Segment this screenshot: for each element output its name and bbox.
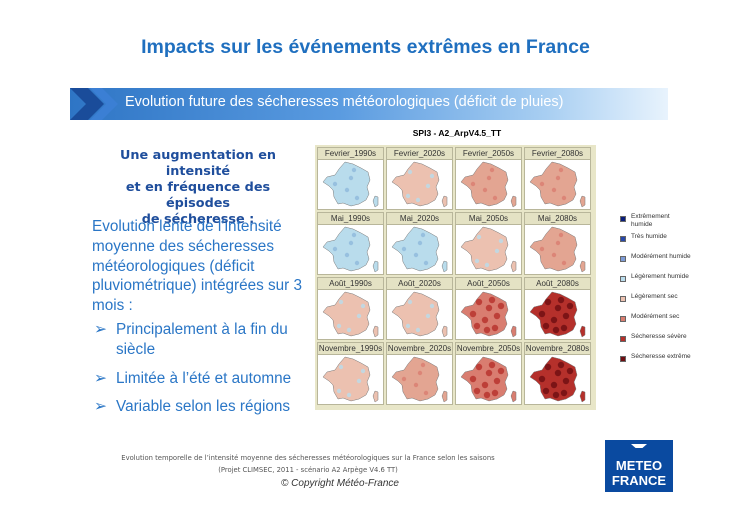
map-cell-label: Août_2050s <box>456 278 521 290</box>
france-map <box>529 226 586 273</box>
subtitle-line: et en fréquence des épisodes <box>125 180 271 211</box>
page-title: Impacts sur les événements extrêmes en F… <box>141 36 590 58</box>
legend-label: Modérément humide <box>631 253 691 260</box>
france-map <box>460 356 517 403</box>
map-cell: Fevrier_2020s <box>386 147 453 210</box>
meteo-france-logo: METEO FRANCE <box>605 440 673 492</box>
legend-label: Très humide <box>631 233 667 240</box>
banner-text: Evolution future des sécheresses météoro… <box>125 94 564 110</box>
legend-label: Sécheresse sévère <box>631 333 687 340</box>
map-cell: Fevrier_2050s <box>455 147 522 210</box>
map-cell: Fevrier_2080s <box>524 147 591 210</box>
france-map <box>391 356 448 403</box>
map-cell: Août_2080s <box>524 277 591 340</box>
subtitle-line: Une augmentation en intensité <box>119 148 277 179</box>
map-cell: Novembre_2080s <box>524 342 591 405</box>
map-cell-label: Fevrier_1990s <box>318 148 383 160</box>
france-map <box>391 291 448 338</box>
map-cell-label: Fevrier_2020s <box>387 148 452 160</box>
map-grid: Fevrier_1990s Fevrier_2020s Fevrier_2050s F… <box>315 145 596 410</box>
bullet-text: Limitée à l’été et automne <box>116 369 292 387</box>
map-cell: Août_2050s <box>455 277 522 340</box>
france-map <box>322 356 379 403</box>
map-cell-label: Août_1990s <box>318 278 383 290</box>
france-map <box>460 161 517 208</box>
bullet-item: ➢ Limitée à l’été et automne <box>92 369 317 389</box>
map-cell-label: Fevrier_2050s <box>456 148 521 160</box>
france-map <box>391 226 448 273</box>
map-cell-label: Mai_2080s <box>525 213 590 225</box>
figure-source: (Projet CLIMSEC, 2011 - scénario A2 Arpè… <box>218 466 398 474</box>
map-cell-label: Novembre_2050s <box>456 343 521 355</box>
legend-swatch <box>620 256 626 262</box>
legend-swatch <box>620 236 626 242</box>
france-map <box>529 291 586 338</box>
chevron-right-icon: ➢ <box>94 369 107 387</box>
bullet-text: Principalement à la fin du <box>116 321 288 338</box>
map-cell: Août_1990s <box>317 277 384 340</box>
lead-line: mois : <box>92 297 133 315</box>
france-map <box>322 161 379 208</box>
france-map <box>322 226 379 273</box>
subtitle-line: de sécheresse : <box>141 212 255 227</box>
section-banner <box>70 88 668 120</box>
bullet-text: siècle <box>116 340 156 358</box>
subtitle: Une augmentation en intensité et en fréq… <box>92 148 304 228</box>
map-cell-label: Août_2080s <box>525 278 590 290</box>
logo-line2: FRANCE <box>612 473 666 488</box>
figure-caption: Evolution temporelle de l’intensité moye… <box>121 454 495 462</box>
map-cell-label: Novembre_1990s <box>318 343 383 355</box>
map-cell-label: Août_2020s <box>387 278 452 290</box>
map-cell: Fevrier_1990s <box>317 147 384 210</box>
map-cell-label: Mai_2020s <box>387 213 452 225</box>
map-cell: Mai_1990s <box>317 212 384 275</box>
legend-swatch <box>620 336 626 342</box>
chevron-right-icon: ➢ <box>94 398 107 416</box>
map-cell-label: Novembre_2020s <box>387 343 452 355</box>
logo-line1: METEO <box>616 458 662 473</box>
bullet-list: ➢ Principalement à la fin du siècle ➢ Li… <box>92 320 317 426</box>
figure-title: SPI3 - A2_ArpV4.5_TT <box>412 128 502 138</box>
france-map <box>529 356 586 403</box>
bullet-item: ➢ Principalement à la fin du siècle <box>92 320 317 360</box>
map-cell-label: Fevrier_2080s <box>525 148 590 160</box>
france-map <box>460 291 517 338</box>
lead-line: pluviométrique) intégrées sur 3 <box>92 277 303 295</box>
bullet-item: ➢ Variable selon les régions <box>92 397 317 417</box>
legend-swatch <box>620 216 626 222</box>
legend-swatch <box>620 356 626 362</box>
map-cell: Novembre_2020s <box>386 342 453 405</box>
bullet-text: Variable selon les régions <box>116 398 291 416</box>
banner-chevron-icon <box>70 88 118 120</box>
lead-line: moyenne des sécheresses <box>92 237 274 255</box>
france-map <box>460 226 517 273</box>
chevron-right-icon: ➢ <box>94 321 107 338</box>
legend-label: Légèrement sec <box>631 293 678 300</box>
map-cell: Mai_2080s <box>524 212 591 275</box>
map-cell: Novembre_1990s <box>317 342 384 405</box>
map-cell: Mai_2020s <box>386 212 453 275</box>
france-map <box>322 291 379 338</box>
france-map <box>529 161 586 208</box>
legend-swatch <box>620 316 626 322</box>
map-cell: Novembre_2050s <box>455 342 522 405</box>
lead-paragraph: Evolution lente de l’intensité moyenne d… <box>92 217 317 316</box>
legend-label: Modérément sec <box>631 313 680 320</box>
copyright: © Copyright Météo-France <box>281 478 399 489</box>
map-cell-label: Mai_1990s <box>318 213 383 225</box>
legend-swatch <box>620 276 626 282</box>
legend-label: Sécheresse extrême <box>631 353 691 360</box>
map-cell-label: Novembre_2080s <box>525 343 590 355</box>
lead-line: météorologiques (déficit <box>92 257 255 275</box>
map-cell: Mai_2050s <box>455 212 522 275</box>
legend-label: Extrêmement humide <box>631 213 670 228</box>
france-map <box>391 161 448 208</box>
map-cell-label: Mai_2050s <box>456 213 521 225</box>
legend-swatch <box>620 296 626 302</box>
legend-label: Légèrement humide <box>631 273 689 280</box>
map-cell: Août_2020s <box>386 277 453 340</box>
lead-line: Evolution lente de l’intensité <box>92 218 282 235</box>
